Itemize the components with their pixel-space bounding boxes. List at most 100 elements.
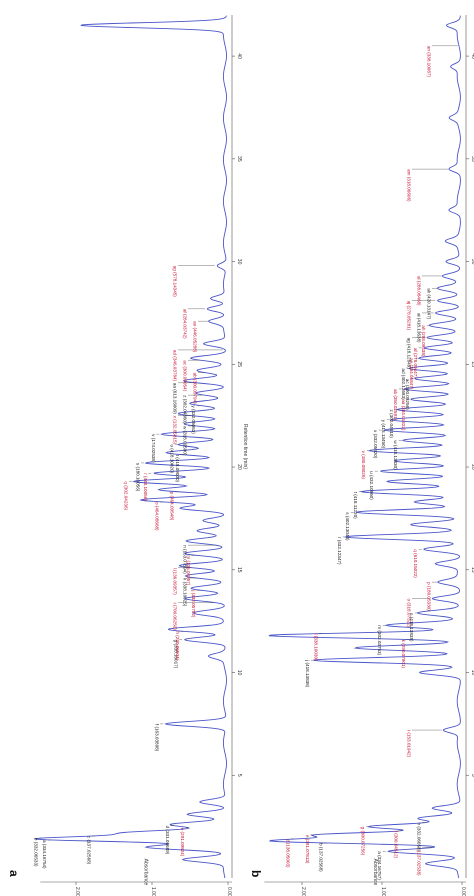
peak-annotation: t (418.11220) [353,492,358,519]
peak-annotation: q (302.04236) [124,481,129,510]
peak-annotation: ab (300.09794) [192,373,197,405]
peak-annotation: an (338.10087) [426,46,431,78]
peak-annotation: aa (384.01422) [401,399,406,431]
time-tick-label: 10 [236,670,242,676]
peak-annotation: l (136.09357) [172,568,177,596]
peak-annotation: ag (418.12849) [406,338,411,370]
peak-annotation: v (180.08026) [361,451,366,480]
peak-annotation: o (464.08668) [154,502,159,531]
peak-annotation: ad (402.13683) [401,368,406,400]
y-axis-label: Absorbance [372,859,378,886]
peak-annotation: d (138.05003) [285,839,290,868]
peak-annotation: r (448.10056) [143,473,148,501]
panel-b: 5101520253035400.00e+01.00e+02.00e+0Rete… [249,15,474,896]
y-axis-label: Absorbance [142,859,148,886]
peak-annotation: s (402.13043) [345,512,350,541]
absorbance-tick-label: 1.00e+0 [380,887,386,896]
absorbance-tick-label: 2.00e+0 [74,887,80,896]
peak-annotation: af (278.09447) [413,348,418,378]
peak-annotation: z (302.04360) [182,395,187,424]
peak-annotation: y (432.05063) [191,405,196,434]
peak-annotation: b (332.06533) [34,838,39,867]
peak-annotation: aa (613.16009) [172,383,177,415]
absorbance-tick-label: 2.00e+0 [300,887,306,896]
peak-annotation: f (163.03898) [155,724,160,752]
peak-annotation: w (318.09590) [182,426,187,456]
peak-annotation: ak (420.13147) [426,288,431,319]
x-axis-label: Retention time (min) [242,424,248,469]
peak-annotation: p (464.09548) [169,492,174,521]
peak-annotation: ag (578.14345) [172,266,177,298]
peak-annotation: af (284.03742) [182,309,187,339]
peak-annotation: i (153.01942) [406,730,411,758]
peak-annotation: al (288.08468) [416,276,421,306]
peak-annotation: ac (300.05054) [182,360,187,391]
peak-annotation: u (432.10860) [369,471,374,500]
peak-annotation: c (137.02568) [87,836,92,865]
peak-annotation: z (302.04810) [389,410,394,439]
peak-annotation: w (418.13830) [393,440,398,470]
chromatogram-trace [268,15,461,879]
peak-annotation: u (418.10020) [170,444,175,473]
peak-annotation: e (291.07813) [305,835,310,864]
peak-annotation: ai (418.13638) [416,313,421,343]
peak-annotation: h (332.06653) [416,823,421,852]
peak-annotation: g (300.07256) [361,827,366,856]
time-tick-label: 20 [470,464,474,470]
peak-annotation: k (290.07901) [401,640,406,669]
peak-annotation: t (418.09000) [175,455,180,483]
time-tick-label: 25 [236,362,242,368]
time-tick-label: 5 [470,774,474,777]
peak-annotation: m (136.04357) [186,555,191,585]
peak-annotation: y (418.13450) [381,420,386,449]
peak-annotation: l (338.10030) [313,633,318,661]
peak-annotation: aj (278.05281) [406,301,411,331]
peak-annotation: ae (446.05288) [192,321,197,353]
peak-annotation: am (318.06606) [406,169,411,202]
time-tick-label: 30 [236,259,242,265]
time-tick-label: 10 [470,670,474,676]
peak-annotation: n (153.07594) [182,545,187,574]
peak-annotation: c (137.02538) [416,847,421,876]
peak-annotation: k (338.10025) [182,578,187,607]
absorbance-tick-label: 0.00e+0 [226,887,232,896]
peak-annotation: n (418.13838) [409,613,414,642]
peak-annotation: v (174.02538) [151,434,156,463]
peak-annotation: j (332.05752) [191,589,196,618]
time-tick-label: 15 [470,567,474,573]
peak-annotation: i (700.06250) [172,603,177,631]
chromatogram-trace [34,15,227,879]
peak-annotation: ab (350.02591) [393,389,398,421]
panel-label: a [7,870,21,877]
time-tick-label: 40 [470,53,474,59]
time-tick-label: 5 [236,774,242,777]
time-tick-label: 15 [236,567,242,573]
peak-annotation: x (132.05815) [172,416,177,445]
peak-annotation: x (332.05920) [373,430,378,459]
peak-annotation: h (290.06504) [175,631,180,660]
peak-annotation: s (180.10056) [136,463,141,492]
peak-annotation: o (318.07322) [406,599,411,628]
peak-annotation: a (334.16754) [42,840,47,869]
peak-annotation: j (418.13838) [305,659,310,688]
time-tick-label: 20 [236,464,242,470]
peak-annotation: r (432.12347) [337,537,342,565]
peak-annotation: f (300.04512) [393,831,398,859]
time-tick-label: 25 [470,362,474,368]
panel-a: 5 10 15 20 25 30 35 40 0.00e+0 1.00e+0 2.00e+0 Rete… [7,15,248,896]
peak-annotation: p (180.05330) [426,582,431,611]
peak-annotation: m (302.03753) [377,625,382,655]
peak-annotation: ad (346.03784) [172,350,177,382]
peak-annotation: a (334.16757) [377,851,382,880]
peak-annotation: q (610.15022) [413,549,418,578]
time-tick-label: 35 [470,156,474,162]
time-tick-label: 30 [470,259,474,265]
peak-annotation: b (137.02568) [318,843,323,872]
panel-label: b [249,870,263,877]
time-tick-label: 40 [236,53,242,59]
absorbance-tick-label: 1.00e+0 [150,887,156,896]
peak-annotation: g (338.10017) [174,640,179,669]
peak-annotation: e (291.09824) [180,828,185,857]
